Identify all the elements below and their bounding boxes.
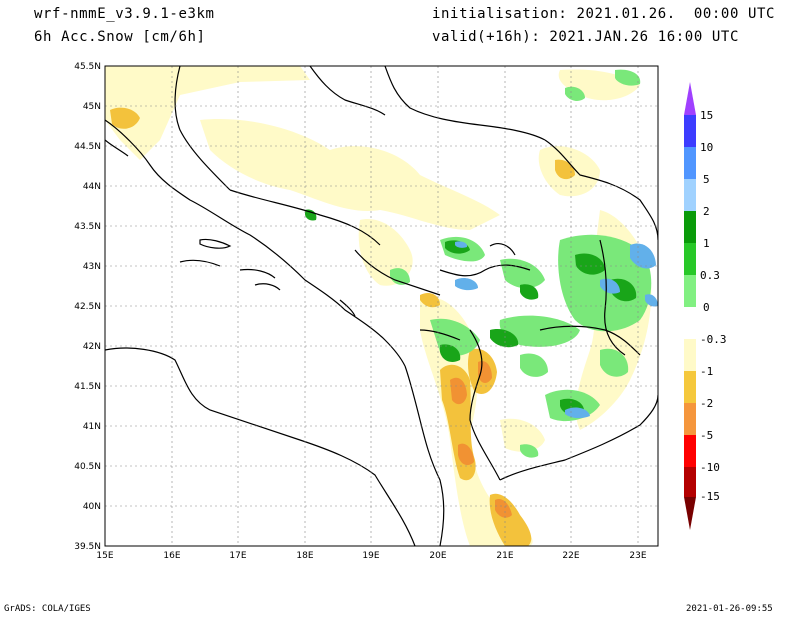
lon-label: 18E (296, 551, 313, 561)
legend-swatch (684, 147, 696, 179)
legend-label: -15 (700, 490, 720, 503)
lon-label: 20E (429, 551, 446, 561)
lat-label: 44N (83, 182, 101, 192)
legend-label: -1 (700, 365, 713, 378)
field-title: 6h Acc.Snow [cm/6h] (34, 29, 206, 45)
legend-label: 0.3 (700, 269, 720, 282)
lat-label: 40.5N (74, 462, 101, 472)
legend-label: -0.3 (700, 333, 727, 346)
valid-time: valid(+16h): 2021.JAN.26 16:00 UTC (432, 29, 739, 45)
legend-swatch (684, 403, 696, 435)
legend-label: -2 (700, 397, 713, 410)
legend-label: 0 (703, 301, 710, 314)
footer-credit: GrADS: COLA/IGES (4, 604, 91, 614)
legend-cap-bottom (684, 497, 696, 530)
lat-label: 42N (83, 342, 101, 352)
map-border (104, 65, 659, 547)
legend-swatch (684, 179, 696, 211)
lon-label: 15E (96, 551, 113, 561)
footer-timestamp: 2021-01-26-09:55 (686, 604, 773, 614)
lat-label: 42.5N (74, 302, 101, 312)
lon-label: 17E (229, 551, 246, 561)
legend-label: 10 (700, 141, 713, 154)
legend-label: 15 (700, 109, 713, 122)
init-time: initialisation: 2021.01.26. 00:00 UTC (432, 6, 776, 22)
gridlines (105, 66, 658, 546)
lat-label: 39.5N (74, 542, 101, 552)
legend-swatch (684, 339, 696, 371)
legend-label: 2 (703, 205, 710, 218)
legend-label: -5 (700, 429, 713, 442)
lat-label: 41.5N (74, 382, 101, 392)
legend-swatch (684, 243, 696, 275)
lon-axis: 15E 16E 17E 18E 19E 20E 21E 22E 23E (96, 551, 646, 561)
lat-label: 44.5N (74, 142, 101, 152)
lat-axis: 45.5N 45N 44.5N 44N 43.5N 43N 42.5N 42N … (74, 62, 101, 552)
lat-label: 40N (83, 502, 101, 512)
coastlines-and-borders (105, 66, 658, 546)
legend-label: 1 (703, 237, 710, 250)
legend-labels: 15 10 5 2 1 0.3 0 -0.3 -1 -2 -5 -10 -15 (700, 109, 727, 503)
legend-swatch (684, 371, 696, 403)
legend-swatch (684, 467, 696, 497)
legend-cap-top (684, 82, 696, 115)
lon-label: 19E (362, 551, 379, 561)
legend-swatch (684, 435, 696, 467)
legend-label: -10 (700, 461, 720, 474)
lon-label: 21E (496, 551, 513, 561)
legend-swatch (684, 275, 696, 307)
lat-label: 43.5N (74, 222, 101, 232)
lat-label: 43N (83, 262, 101, 272)
color-legend (684, 82, 696, 530)
legend-swatch (684, 211, 696, 243)
model-title: wrf-nmmE_v3.9.1-e3km (34, 6, 215, 22)
lon-label: 23E (629, 551, 646, 561)
legend-label: 5 (703, 173, 710, 186)
lon-label: 16E (163, 551, 180, 561)
lon-label: 22E (562, 551, 579, 561)
legend-swatch (684, 307, 696, 339)
lat-label: 45.5N (74, 62, 101, 72)
lat-label: 41N (83, 422, 101, 432)
legend-swatch (684, 115, 696, 147)
snow-field-positive-blue (455, 241, 658, 419)
lat-label: 45N (83, 102, 101, 112)
